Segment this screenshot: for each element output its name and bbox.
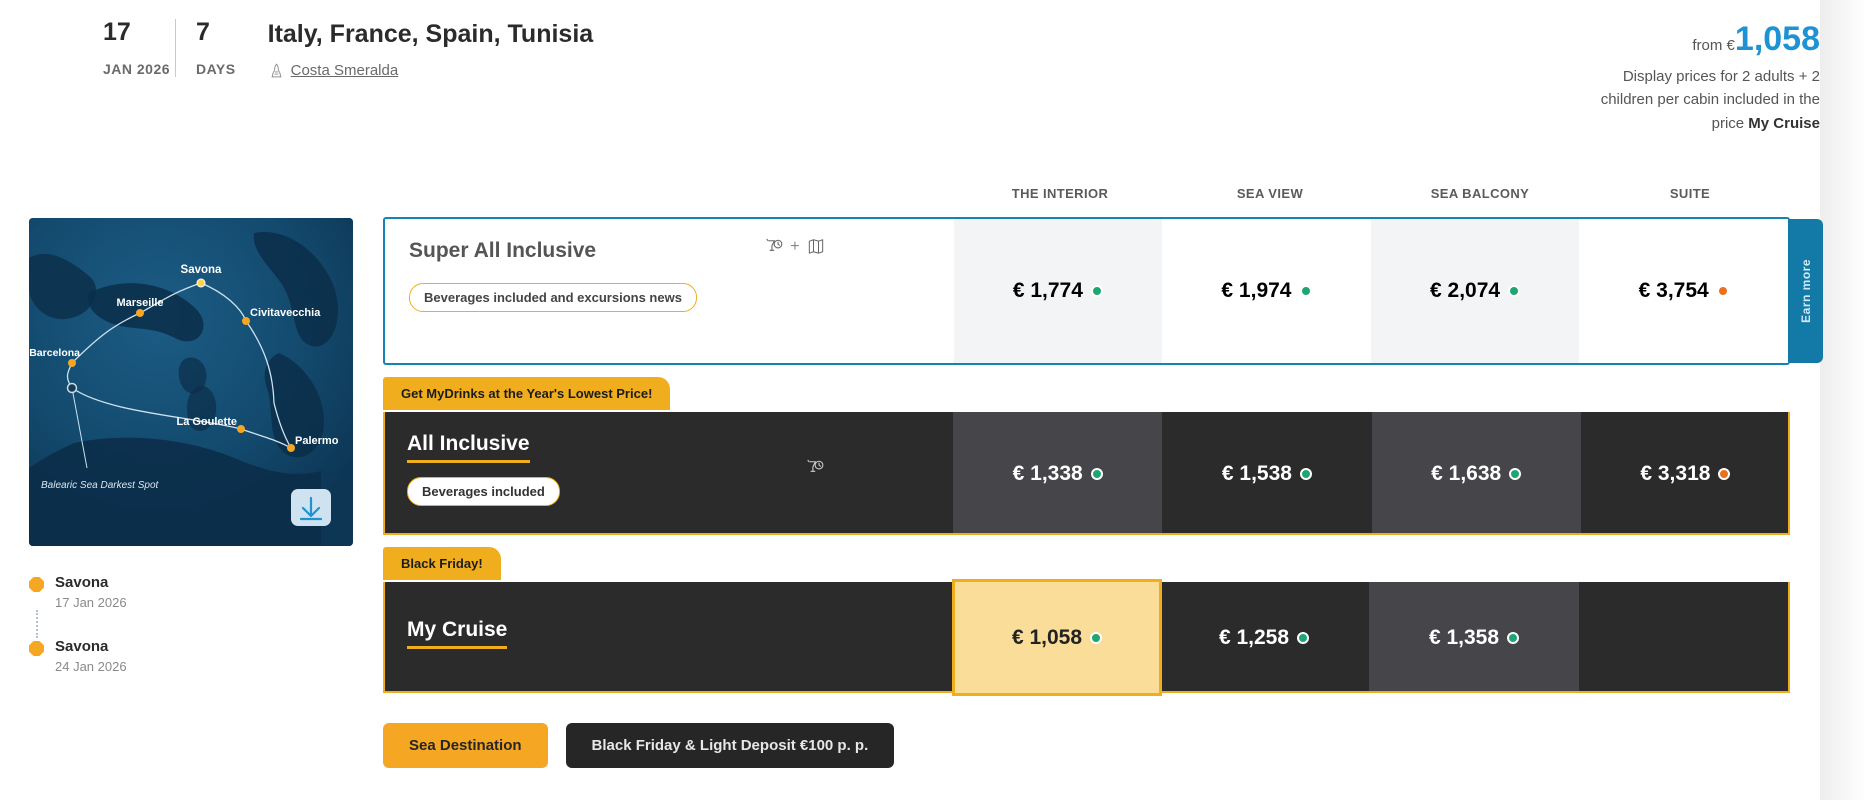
svg-text:Barcelona: Barcelona (29, 347, 80, 359)
svg-text:La Goulette: La Goulette (176, 416, 237, 428)
svg-text:Palermo: Palermo (295, 435, 339, 447)
svg-text:Balearic Sea Darkest Spot: Balearic Sea Darkest Spot (41, 480, 160, 491)
svg-text:Savona: Savona (181, 264, 223, 276)
svg-text:Civitavecchia: Civitavecchia (250, 307, 321, 319)
svg-text:Marseille: Marseille (116, 297, 163, 309)
